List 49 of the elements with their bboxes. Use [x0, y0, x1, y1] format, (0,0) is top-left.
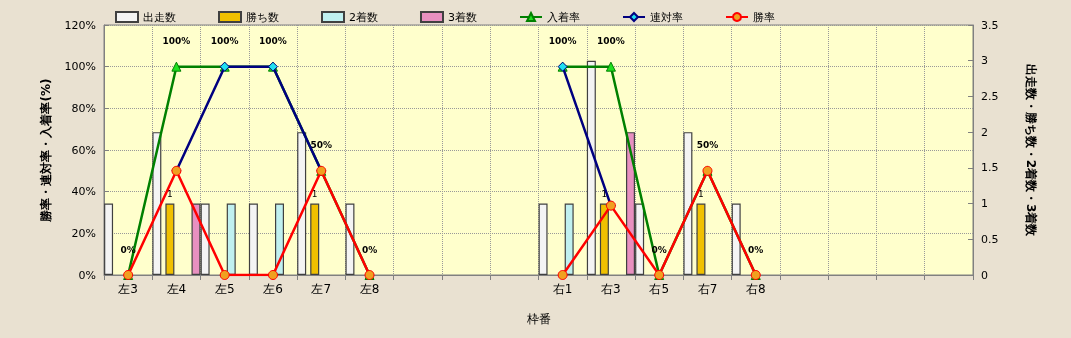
x-tick-label: 左7: [311, 282, 332, 296]
y2-tick-label: 1.5: [981, 161, 999, 175]
y-axis-title: 勝率・連対率・入着率(%): [39, 78, 53, 223]
y-tick-label: 40%: [71, 185, 96, 199]
data-label: 0%: [748, 244, 764, 255]
x-axis-title: 枠番: [525, 312, 551, 326]
data-label: 0%: [361, 244, 378, 255]
data-label: 50%: [696, 140, 719, 151]
data-label: 1: [698, 189, 704, 200]
x-tick-label: 左8: [359, 282, 380, 296]
data-label: 50%: [310, 140, 333, 151]
legend-label: 出走数: [143, 10, 176, 24]
legend-label: 勝率: [753, 10, 775, 24]
x-tick-label: 左3: [118, 282, 138, 296]
y2-tick-label: 3: [981, 54, 988, 68]
y-tick-label: 100%: [64, 60, 96, 74]
data-label: 1: [167, 189, 173, 200]
y-tick-label: 80%: [71, 101, 96, 115]
data-label: 1: [601, 189, 608, 200]
y-tick-label: 60%: [71, 143, 96, 157]
data-label: 1: [311, 189, 318, 200]
data-label: 100%: [597, 36, 625, 47]
y2-tick-label: 1: [981, 197, 988, 211]
x-tick-label: 右7: [697, 282, 718, 296]
y2-tick-label: 0.5: [981, 232, 999, 246]
x-tick-label: 左4: [166, 282, 187, 296]
y-tick-label: 20%: [71, 226, 96, 240]
x-tick-label: 右3: [601, 282, 621, 296]
x-tick-label: 左6: [263, 282, 283, 296]
y2-tick-label: 0: [981, 268, 988, 282]
x-tick-label: 右1: [552, 282, 573, 296]
legend-label: 入着率: [547, 10, 580, 24]
legend-label: 3着数: [448, 10, 477, 24]
y2-tick-label: 2: [981, 125, 988, 139]
y2-tick-label: 2.5: [981, 89, 999, 103]
y2-tick-label: 3.5: [981, 18, 999, 32]
x-tick-label: 右8: [745, 282, 766, 296]
y-tick-label: 0%: [78, 268, 96, 282]
y2-axis-title: 出走数・勝ち数・2着数・3着数: [1024, 63, 1038, 238]
legend-label: 勝ち数: [246, 10, 279, 24]
legend-label: 2着数: [349, 10, 378, 24]
data-label: 100%: [548, 36, 577, 47]
data-label: 100%: [210, 36, 239, 47]
data-label: 100%: [162, 36, 191, 47]
legend-label: 連対率: [650, 10, 683, 24]
x-tick-label: 右5: [649, 282, 670, 296]
y-tick-label: 120%: [64, 18, 96, 32]
data-label: 100%: [259, 36, 287, 47]
x-tick-label: 左5: [214, 282, 235, 296]
